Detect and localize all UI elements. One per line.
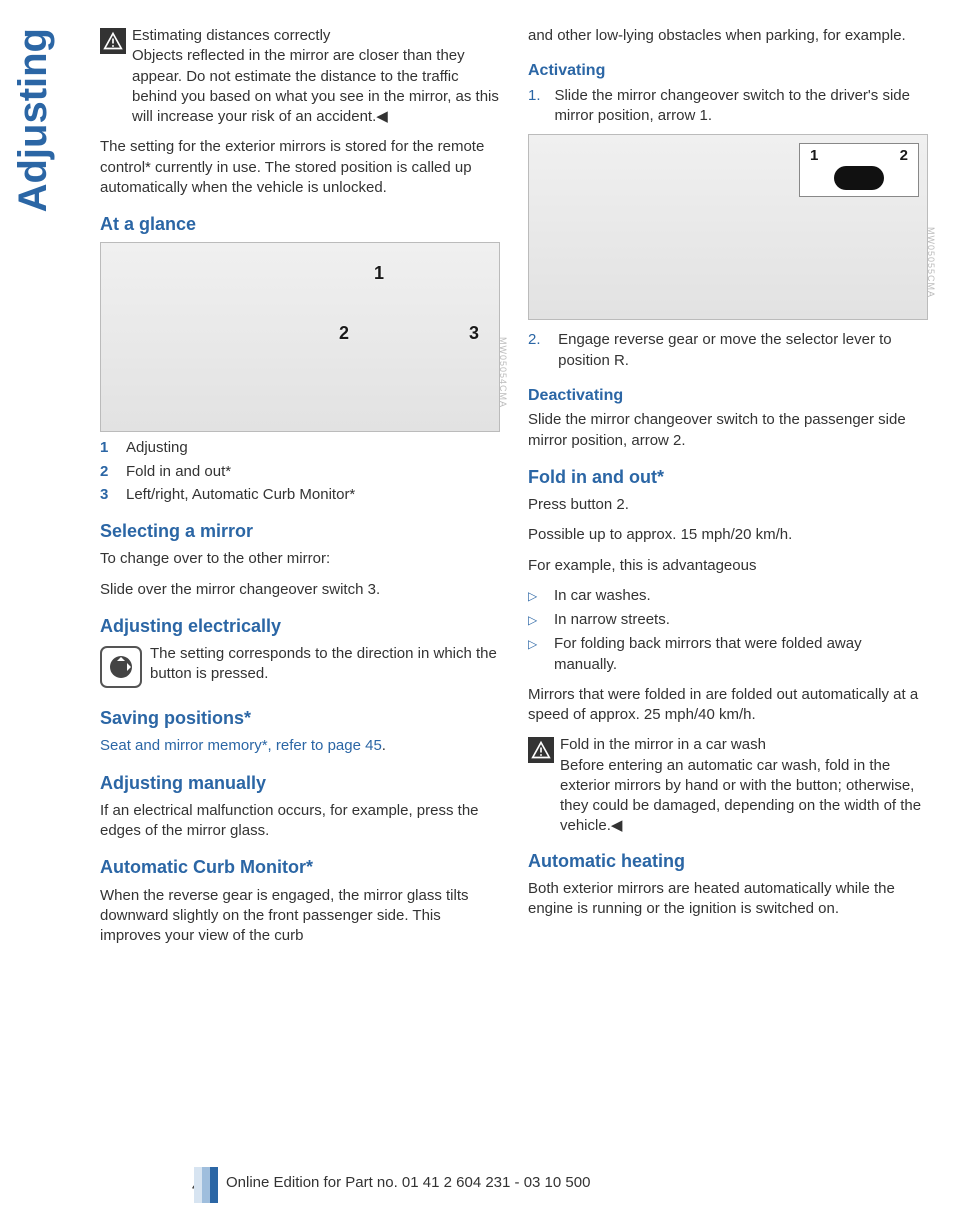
adjust-electrically-body: The setting corresponds to the direction… bbox=[150, 644, 500, 688]
automatic-heating-body: Both exterior mirrors are heated automat… bbox=[528, 879, 928, 920]
curb-monitor-body: When the reverse gear is engaged, the mi… bbox=[100, 886, 500, 947]
legend-item: 3 Left/right, Automatic Curb Monitor* bbox=[100, 485, 500, 505]
footer-accent-bar-light bbox=[194, 1167, 202, 1203]
dot: . bbox=[382, 737, 386, 754]
stored-settings-para: The setting for the exterior mirrors is … bbox=[100, 137, 500, 198]
footer-accent-bar-mid bbox=[202, 1167, 210, 1203]
heading-activating: Activating bbox=[528, 60, 928, 82]
select-p1: To change over to the other mirror: bbox=[100, 549, 500, 569]
warning-title: Fold in the mirror in a car wash bbox=[560, 736, 766, 753]
bullet-text: In narrow streets. bbox=[554, 610, 670, 630]
triangle-bullet-icon: ▷ bbox=[528, 588, 542, 606]
figure-mirror-switch: MW05055CMA 1 2 bbox=[528, 134, 928, 320]
switch-callout-left: 1 bbox=[810, 146, 818, 166]
legend-num: 2 bbox=[100, 462, 114, 482]
legend-num: 1 bbox=[100, 438, 114, 458]
figure-credit: MW05054CMA bbox=[497, 337, 509, 408]
step-number: 2. bbox=[528, 330, 546, 371]
triangle-bullet-icon: ▷ bbox=[528, 612, 542, 630]
switch-knob-icon bbox=[834, 166, 884, 190]
callout-3: 3 bbox=[469, 321, 479, 345]
saving-positions-link-para: Seat and mirror memory*, refer to page 4… bbox=[100, 736, 500, 756]
legend-label: Adjusting bbox=[126, 438, 188, 458]
callout-2: 2 bbox=[339, 321, 349, 345]
side-title: Adjusting bbox=[6, 28, 60, 212]
switch-callout-right: 2 bbox=[900, 146, 908, 166]
warning-icon bbox=[100, 28, 126, 54]
fold-tail-para: Mirrors that were folded in are folded o… bbox=[528, 685, 928, 726]
adjust-electrically-row: The setting corresponds to the direction… bbox=[100, 644, 500, 688]
heading-adjusting-manually: Adjusting manually bbox=[100, 771, 500, 795]
warning-icon bbox=[528, 737, 554, 763]
legend-label: Left/right, Automatic Curb Monitor* bbox=[126, 485, 355, 505]
fold-p3: For example, this is advantageous bbox=[528, 556, 928, 576]
deactivating-body: Slide the mirror changeover switch to th… bbox=[528, 410, 928, 451]
activating-step: 2. Engage reverse gear or move the select… bbox=[528, 330, 928, 371]
step-number: 1. bbox=[528, 86, 542, 127]
heading-adjusting-electrically: Adjusting electrically bbox=[100, 614, 500, 638]
figure-mirror-controls: MW05054CMA 1 2 3 bbox=[100, 242, 500, 432]
select-p2: Slide over the mirror changeover switch … bbox=[100, 580, 500, 600]
warning-block-distances: Estimating distances correctly Objects r… bbox=[100, 26, 500, 127]
adjusting-manually-body: If an electrical malfunction occurs, for… bbox=[100, 801, 500, 842]
legend-num: 3 bbox=[100, 485, 114, 505]
legend-item: 1 Adjusting bbox=[100, 438, 500, 458]
step-text: Engage reverse gear or move the selector… bbox=[558, 330, 928, 371]
figure-credit: MW05055CMA bbox=[925, 227, 937, 298]
seat-mirror-memory-link[interactable]: Seat and mirror memory*, refer to page 4… bbox=[100, 737, 382, 754]
heading-automatic-heating: Automatic heating bbox=[528, 849, 928, 873]
triangle-bullet-icon: ▷ bbox=[528, 636, 542, 675]
fold-p2: Possible up to approx. 15 mph/20 km/h. bbox=[528, 525, 928, 545]
fold-p1: Press button 2. bbox=[528, 495, 928, 515]
heading-fold-in-out: Fold in and out* bbox=[528, 465, 928, 489]
activating-step: 1. Slide the mirror changeover switch to … bbox=[528, 86, 928, 127]
left-column: Estimating distances correctly Objects r… bbox=[100, 26, 500, 957]
footer-edition-text: Online Edition for Part no. 01 41 2 604 … bbox=[226, 1173, 590, 1193]
heading-curb-monitor: Automatic Curb Monitor* bbox=[100, 855, 500, 879]
right-column: and other low-lying obstacles when parki… bbox=[528, 26, 928, 957]
warning-title: Estimating distances correctly bbox=[132, 27, 330, 44]
heading-selecting-mirror: Selecting a mirror bbox=[100, 519, 500, 543]
curb-monitor-body-cont: and other low-lying obstacles when parki… bbox=[528, 26, 928, 46]
direction-pad-icon bbox=[100, 646, 142, 688]
warning-block-carwash: Fold in the mirror in a car wash Before … bbox=[528, 735, 928, 836]
step-text: Slide the mirror changeover switch to th… bbox=[554, 86, 928, 127]
bullet-text: For folding back mirrors that were folde… bbox=[554, 634, 928, 675]
list-item: ▷ In car washes. bbox=[528, 586, 928, 606]
list-item: ▷ For folding back mirrors that were fold… bbox=[528, 634, 928, 675]
switch-inset-diagram: 1 2 bbox=[799, 143, 919, 197]
legend-item: 2 Fold in and out* bbox=[100, 462, 500, 482]
warning-body: Objects reflected in the mirror are clos… bbox=[132, 47, 499, 125]
list-item: ▷ In narrow streets. bbox=[528, 610, 928, 630]
footer-accent-bar bbox=[210, 1167, 218, 1203]
legend-list: 1 Adjusting 2 Fold in and out* 3 Left/right… bbox=[100, 438, 500, 505]
warning-body: Before entering an automatic car wash, f… bbox=[560, 757, 921, 835]
activating-steps: 1. Slide the mirror changeover switch to … bbox=[528, 86, 928, 127]
legend-label: Fold in and out* bbox=[126, 462, 231, 482]
activating-steps-cont: 2. Engage reverse gear or move the select… bbox=[528, 330, 928, 371]
fold-advantage-list: ▷ In car washes. ▷ In narrow streets. ▷ For… bbox=[528, 586, 928, 675]
heading-saving-positions: Saving positions* bbox=[100, 706, 500, 730]
callout-1: 1 bbox=[374, 261, 384, 285]
bullet-text: In car washes. bbox=[554, 586, 651, 606]
heading-deactivating: Deactivating bbox=[528, 385, 928, 407]
heading-at-a-glance: At a glance bbox=[100, 212, 500, 236]
